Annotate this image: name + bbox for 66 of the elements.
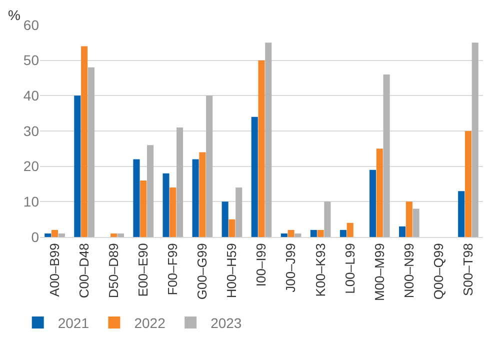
bar: [133, 159, 140, 237]
bar: [294, 233, 302, 237]
x-tick-label: C00–D48: [76, 243, 92, 298]
bar: [369, 170, 376, 237]
bar: [170, 188, 176, 237]
bar: [251, 116, 258, 237]
bar: [310, 230, 317, 237]
x-tick-label: M00–M99: [372, 243, 387, 302]
y-tick-label: 60: [23, 16, 40, 33]
legend-label: 2021: [58, 315, 90, 332]
bar: [288, 230, 294, 237]
x-tick-label: A00–B99: [46, 243, 62, 297]
bar: [110, 233, 118, 237]
bar: [206, 96, 213, 237]
bar: [258, 60, 265, 237]
bar: [81, 46, 88, 237]
bar: [280, 233, 288, 237]
bar: [399, 226, 406, 237]
bar: [406, 202, 412, 237]
y-tick-label: 40: [23, 88, 40, 104]
y-tick-label: 30: [23, 122, 40, 139]
legend-label: 2022: [134, 315, 166, 332]
y-tick-label: 20: [23, 158, 40, 174]
bar: [74, 96, 81, 237]
y-tick-label: 50: [23, 52, 40, 68]
bar: [146, 145, 154, 237]
y-tick-label: 10: [23, 194, 40, 210]
bar: [376, 148, 383, 237]
x-tick-label: F00–F99: [165, 243, 180, 296]
bar: [236, 188, 242, 237]
x-tick-label: K00–K93: [312, 243, 328, 297]
x-tick-label: S00–T98: [460, 243, 476, 296]
y-axis-title: %: [8, 7, 20, 23]
bar: [88, 67, 94, 237]
x-tick-label: I00–I99: [254, 243, 269, 287]
bar: [346, 222, 354, 237]
bar: [340, 230, 346, 237]
x-tick-label: Q00–Q99: [430, 243, 446, 300]
bar: [464, 131, 472, 237]
bar: [324, 202, 331, 237]
x-tick-label: H00–H59: [224, 243, 240, 298]
bar: [162, 173, 170, 237]
bar: [58, 233, 65, 237]
legend-label: 2023: [210, 315, 242, 332]
bar: [192, 159, 199, 237]
x-tick-label: G00–G99: [194, 243, 210, 300]
x-tick-label: L00–L99: [342, 243, 358, 294]
bar: [44, 233, 52, 237]
x-tick-label: N00–N99: [401, 243, 416, 298]
bar: [265, 42, 272, 237]
bar: [412, 208, 420, 237]
bar: [383, 74, 390, 237]
bar: [228, 219, 236, 237]
bar: [176, 127, 184, 237]
x-tick-label: E00–E90: [136, 243, 151, 297]
bar: [140, 180, 147, 237]
bar: [117, 233, 124, 237]
x-tick-label: J00–J99: [283, 243, 298, 292]
bar: [222, 202, 228, 237]
y-tick-label: 0: [31, 228, 40, 245]
bar: [472, 42, 478, 237]
bar: [51, 230, 58, 237]
x-tick-label: D50–D89: [106, 243, 122, 298]
bar: [458, 191, 465, 237]
bar: [317, 230, 324, 237]
bar: [199, 152, 206, 237]
